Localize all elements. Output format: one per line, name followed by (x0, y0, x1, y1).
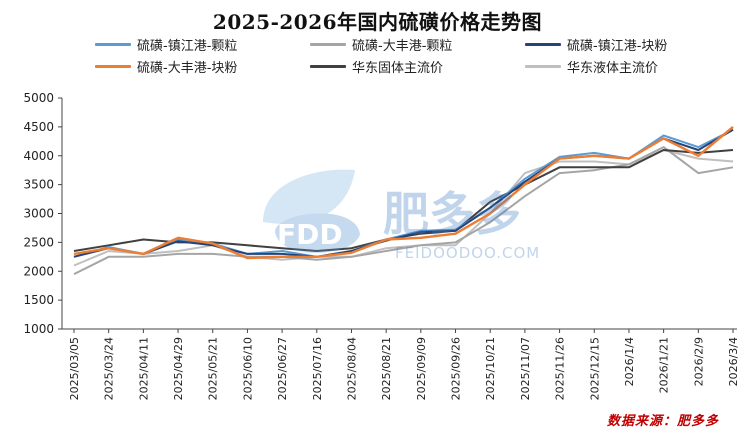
legend: 硫磺-镇江港-颗粒 硫磺-大丰港-颗粒 硫磺-镇江港-块粉硫磺-大丰港-块粉 华东固体… (95, 34, 745, 80)
x-tick-label: 2025/09/09 (415, 337, 428, 400)
x-tick-label: 2025/05/21 (207, 337, 220, 400)
x-tick-label: 2025/08/21 (380, 337, 393, 400)
legend-swatch (95, 64, 131, 68)
y-tick-label: 2000 (23, 264, 54, 278)
legend-label: 硫磺-镇江港-块粉 (567, 38, 668, 54)
y-tick-label: 3500 (23, 178, 54, 192)
x-tick-label: 2025/11/07 (519, 337, 532, 400)
legend-label: 硫磺-大丰港-颗粒 (352, 38, 453, 54)
y-tick-label: 3000 (23, 207, 54, 221)
legend-label: 硫磺-镇江港-颗粒 (137, 38, 238, 54)
x-tick-label: 2025/03/24 (103, 337, 116, 400)
series-line-5 (73, 149, 734, 267)
legend-label: 硫磺-大丰港-块粉 (137, 60, 238, 76)
series-layer (73, 125, 734, 275)
chart-title: 2025-2026年国内硫磺价格走势图 (212, 10, 543, 34)
y-tick-label: 5000 (23, 91, 54, 105)
y-tick-label: 4500 (23, 120, 54, 134)
legend-item: 硫磺-镇江港-颗粒 (95, 34, 237, 54)
data-source-note: 数据来源：肥多多 (606, 414, 719, 429)
y-tick-label: 4000 (23, 149, 54, 163)
x-axis: 2025/03/05 2025/03/24 2025/04/11 2025/04/29… (62, 328, 740, 400)
x-tick-label: 2025/03/05 (68, 337, 81, 400)
y-tick-label: 2500 (23, 235, 54, 249)
x-tick-label: 2026/1/4 (623, 337, 636, 386)
legend-swatch (310, 64, 346, 68)
x-tick-label: 2025/06/10 (241, 337, 254, 400)
legend-swatch (525, 42, 561, 46)
x-tick-label: 2026/2/9 (692, 337, 705, 386)
legend-item: 硫磺-大丰港-颗粒 (310, 34, 452, 54)
x-tick-label: 2026/1/21 (658, 337, 671, 393)
x-tick-label: 2025/11/26 (554, 337, 567, 400)
x-tick-label: 2025/08/04 (345, 337, 358, 400)
legend-item: 华东液体主流价 (525, 56, 658, 76)
series-line-1 (73, 146, 734, 275)
y-tick-label: 1000 (23, 322, 54, 336)
y-tick-label: 1500 (23, 293, 54, 307)
legend-item: 硫磺-大丰港-块粉 (95, 56, 237, 76)
x-tick-label: 2025/04/11 (137, 337, 150, 400)
x-tick-label: 2025/04/29 (172, 337, 185, 400)
legend-item: 硫磺-镇江港-块粉 (525, 34, 667, 54)
legend-swatch (95, 42, 131, 46)
legend-label: 华东固体主流价 (352, 60, 444, 76)
x-tick-label: 2026/3/4 (727, 337, 740, 386)
legend-swatch (525, 64, 561, 68)
series-line-3 (73, 125, 734, 260)
legend-swatch (310, 42, 346, 46)
y-axis: 1000 1500 2000 2500 3000 3500 4000 4500 5000 (23, 91, 63, 336)
x-tick-label: 2025/09/26 (450, 337, 463, 400)
legend-item: 华东固体主流价 (310, 56, 443, 76)
legend-label: 华东液体主流价 (567, 60, 659, 76)
x-tick-label: 2025/06/27 (276, 337, 289, 400)
x-tick-label: 2025/07/16 (311, 337, 324, 400)
x-tick-label: 2025/12/15 (588, 337, 601, 400)
x-tick-label: 2025/10/21 (484, 337, 497, 400)
